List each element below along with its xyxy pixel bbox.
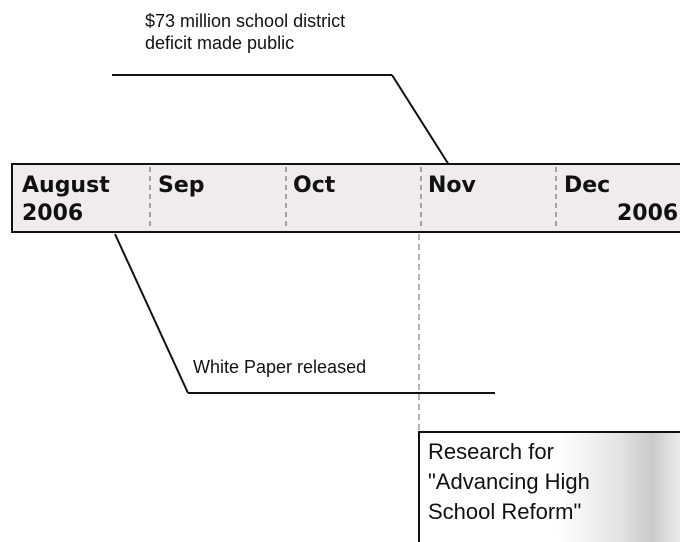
deficit-annotation: $73 million school district deficit made… (145, 10, 345, 54)
research-box: Research for "Advancing High School Refo… (418, 431, 680, 542)
end-year: 2006 (617, 201, 679, 226)
research-box-line2: "Advancing High (428, 469, 590, 494)
month-dec: Dec (564, 173, 611, 198)
research-box-text: Research for "Advancing High School Refo… (428, 437, 590, 527)
research-box-line3: School Reform" (428, 499, 582, 524)
timeline-bar: August 2006 Sep Oct Nov Dec 2006 (11, 163, 680, 233)
month-sep: Sep (158, 173, 205, 198)
white-paper-annotation: White Paper released (193, 357, 367, 377)
month-oct: Oct (293, 173, 336, 198)
deficit-annotation-line2: deficit made public (145, 33, 295, 53)
research-box-line1: Research for (428, 439, 554, 464)
deficit-annotation-line1: $73 million school district (145, 11, 346, 31)
white-paper-callout-leader (114, 233, 189, 394)
month-nov: Nov (428, 173, 476, 198)
deficit-callout-leader (391, 74, 450, 166)
start-year: 2006 (22, 201, 84, 226)
month-dividers (149, 167, 557, 229)
month-august: August (22, 173, 110, 198)
